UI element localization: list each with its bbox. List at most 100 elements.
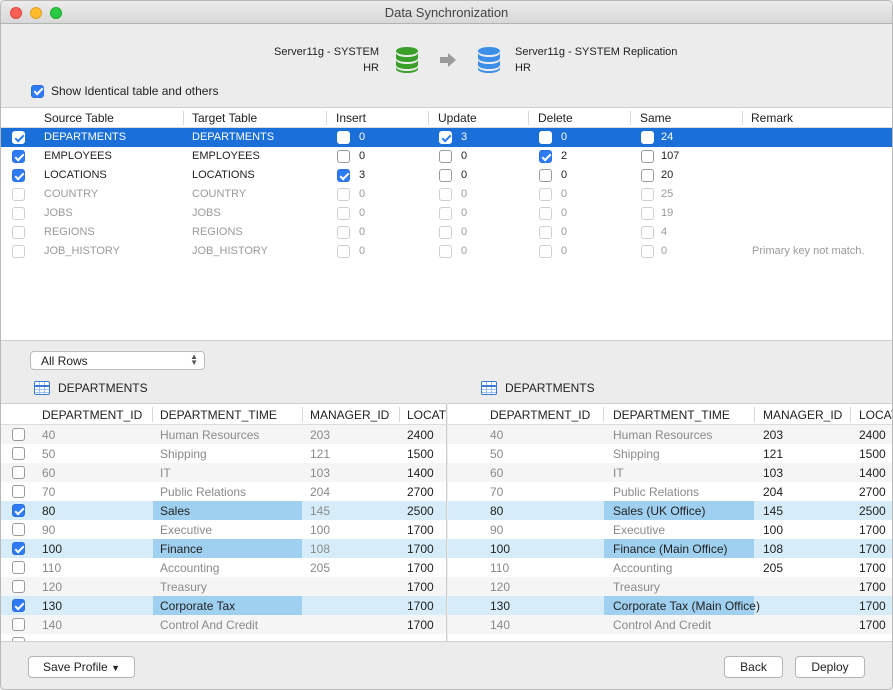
table-row[interactable]: COUNTRY COUNTRY 0 0 0 25 [1, 185, 892, 204]
insert-checkbox[interactable] [337, 150, 350, 163]
col-source-table[interactable]: Source Table [44, 111, 114, 125]
col-department-time[interactable]: DEPARTMENT_TIME [613, 408, 730, 422]
table-row[interactable]: 130 Corporate Tax (Main Office) 1700 [448, 596, 892, 615]
delete-checkbox[interactable] [539, 207, 552, 220]
delete-checkbox[interactable] [539, 188, 552, 201]
zoom-window-button[interactable] [50, 7, 62, 19]
table-row[interactable]: 70 Public Relations 204 2700 [1, 482, 446, 501]
row-sync-checkbox[interactable] [12, 150, 25, 163]
row-checkbox[interactable] [12, 580, 25, 593]
table-row[interactable]: 100 Finance 108 1700 [1, 539, 446, 558]
col-location[interactable]: LOCATI [407, 408, 447, 422]
col-manager-id[interactable]: MANAGER_ID [763, 408, 843, 422]
row-checkbox[interactable] [12, 485, 25, 498]
table-row[interactable]: 100 Finance (Main Office) 108 1700 [448, 539, 892, 558]
table-row[interactable]: 140 Control And Credit 1700 [448, 615, 892, 634]
table-row[interactable]: 80 Sales (UK Office) 145 2500 [448, 501, 892, 520]
table-row[interactable]: 40 Human Resources 203 2400 [448, 425, 892, 444]
table-row[interactable]: 90 Executive 100 1700 [448, 520, 892, 539]
table-row[interactable]: 120 Treasury 1700 [448, 577, 892, 596]
table-row[interactable]: LOCATIONS LOCATIONS 3 0 0 20 [1, 166, 892, 185]
minimize-window-button[interactable] [30, 7, 42, 19]
same-checkbox[interactable] [641, 207, 654, 220]
insert-checkbox[interactable] [337, 169, 350, 182]
same-checkbox[interactable] [641, 226, 654, 239]
row-sync-checkbox[interactable] [12, 169, 25, 182]
row-checkbox[interactable] [12, 618, 25, 631]
row-checkbox[interactable] [12, 561, 25, 574]
table-row[interactable]: 140 Control And Credit 1700 [1, 615, 446, 634]
row-checkbox[interactable] [12, 523, 25, 536]
row-checkbox[interactable] [12, 466, 25, 479]
show-identical-checkbox[interactable] [31, 84, 44, 98]
col-insert[interactable]: Insert [336, 111, 367, 125]
same-checkbox[interactable] [641, 188, 654, 201]
row-checkbox[interactable] [12, 428, 25, 441]
same-checkbox[interactable] [641, 245, 654, 258]
row-sync-checkbox[interactable] [12, 207, 25, 220]
row-sync-checkbox[interactable] [12, 226, 25, 239]
col-same[interactable]: Same [640, 111, 672, 125]
table-row[interactable]: REGIONS REGIONS 0 0 0 4 [1, 223, 892, 242]
col-manager-id[interactable]: MANAGER_ID [310, 408, 390, 422]
same-checkbox[interactable] [641, 150, 654, 163]
col-delete[interactable]: Delete [538, 111, 573, 125]
row-checkbox[interactable] [12, 447, 25, 460]
table-row[interactable]: 60 IT 103 1400 [448, 463, 892, 482]
insert-checkbox[interactable] [337, 207, 350, 220]
row-checkbox[interactable] [12, 504, 25, 517]
table-row[interactable]: 110 Accounting 205 1700 [448, 558, 892, 577]
row-sync-checkbox[interactable] [12, 188, 25, 201]
col-department-id[interactable]: DEPARTMENT_ID [490, 408, 591, 422]
table-row[interactable]: 50 Shipping 121 1500 [1, 444, 446, 463]
rows-filter-select[interactable]: All Rows ▲ ▼ [30, 351, 205, 370]
update-checkbox[interactable] [439, 226, 452, 239]
update-checkbox[interactable] [439, 169, 452, 182]
show-identical-option[interactable]: Show Identical table and others [31, 84, 218, 98]
delete-checkbox[interactable] [539, 226, 552, 239]
table-row[interactable]: 110 Accounting 205 1700 [1, 558, 446, 577]
table-row[interactable]: JOBS JOBS 0 0 0 19 [1, 204, 892, 223]
delete-checkbox[interactable] [539, 131, 552, 144]
row-checkbox[interactable] [12, 542, 25, 555]
table-row[interactable]: 70 Public Relations 204 2700 [448, 482, 892, 501]
delete-checkbox[interactable] [539, 150, 552, 163]
table-row[interactable]: JOB_HISTORY JOB_HISTORY 0 0 0 0 Primary key no… [1, 242, 892, 261]
close-window-button[interactable] [10, 7, 22, 19]
deploy-button[interactable]: Deploy [795, 656, 865, 678]
col-location[interactable]: LOCAT [859, 408, 892, 422]
table-row[interactable]: 120 Treasury 1700 [1, 577, 446, 596]
row-sync-checkbox[interactable] [12, 245, 25, 258]
table-row[interactable]: EMPLOYEES EMPLOYEES 0 0 2 107 [1, 147, 892, 166]
update-checkbox[interactable] [439, 131, 452, 144]
table-row[interactable]: 90 Executive 100 1700 [1, 520, 446, 539]
row-sync-checkbox[interactable] [12, 131, 25, 144]
table-row[interactable]: 60 IT 103 1400 [1, 463, 446, 482]
table-row[interactable]: 40 Human Resources 203 2400 [1, 425, 446, 444]
update-checkbox[interactable] [439, 245, 452, 258]
col-target-table[interactable]: Target Table [192, 111, 258, 125]
table-row[interactable]: 80 Sales 145 2500 [1, 501, 446, 520]
back-button[interactable]: Back [724, 656, 783, 678]
update-checkbox[interactable] [439, 150, 452, 163]
table-row[interactable]: DEPARTMENTS DEPARTMENTS 0 3 0 24 [1, 128, 892, 147]
insert-checkbox[interactable] [337, 245, 350, 258]
col-remark[interactable]: Remark [751, 111, 794, 125]
col-department-id[interactable]: DEPARTMENT_ID [42, 408, 143, 422]
col-department-time[interactable]: DEPARTMENT_TIME [160, 408, 277, 422]
table-row[interactable]: 50 Shipping 121 1500 [448, 444, 892, 463]
insert-checkbox[interactable] [337, 226, 350, 239]
delete-checkbox[interactable] [539, 245, 552, 258]
insert-checkbox[interactable] [337, 188, 350, 201]
col-update[interactable]: Update [438, 111, 477, 125]
update-checkbox[interactable] [439, 207, 452, 220]
delete-checkbox[interactable] [539, 169, 552, 182]
table-row[interactable]: 130 Corporate Tax 1700 [1, 596, 446, 615]
same-checkbox[interactable] [641, 131, 654, 144]
update-checkbox[interactable] [439, 188, 452, 201]
row-checkbox[interactable] [12, 599, 25, 612]
row-checkbox[interactable] [12, 637, 25, 641]
same-checkbox[interactable] [641, 169, 654, 182]
save-profile-button[interactable]: Save Profile ▼ [28, 656, 135, 678]
insert-checkbox[interactable] [337, 131, 350, 144]
